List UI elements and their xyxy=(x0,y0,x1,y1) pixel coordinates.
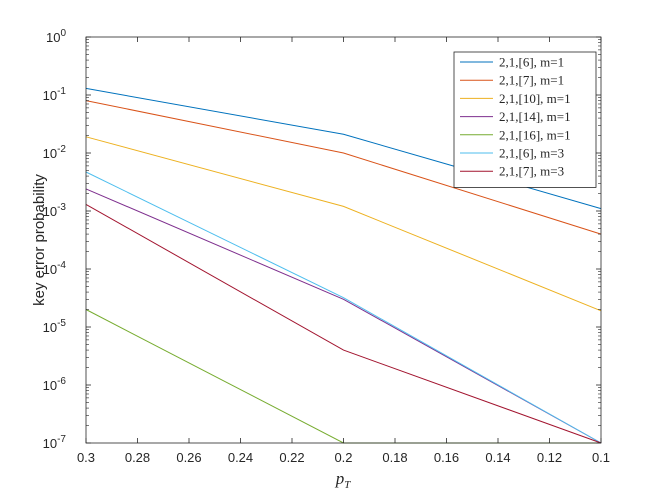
x-tick-label: 0.12 xyxy=(537,450,562,465)
series-line-2 xyxy=(85,100,602,235)
x-axis-label-main: p xyxy=(335,469,345,488)
y-tick-label-exponent: 0 xyxy=(60,28,66,39)
x-tick-label: 0.28 xyxy=(125,450,150,465)
x-tick-label: 0.22 xyxy=(279,450,304,465)
y-tick-label: 10-2 xyxy=(43,144,67,161)
legend-label-3: 2,1,[10], m=1 xyxy=(499,91,571,106)
legend: 2,1,[6], m=1 2,1,[7], m=1 2,1,[10], m=1 2,1… xyxy=(453,51,597,188)
y-tick-label: 10-6 xyxy=(43,376,67,393)
series-layer xyxy=(85,87,602,444)
legend-label-4: 2,1,[14], m=1 xyxy=(499,109,571,124)
y-tick-label-exponent: -7 xyxy=(57,434,66,445)
x-tick-label: 0.26 xyxy=(176,450,201,465)
y-tick-label: 10-5 xyxy=(43,318,67,335)
x-tick-label: 0.14 xyxy=(485,450,510,465)
y-tick-label: 100 xyxy=(46,28,66,45)
legend-label-2: 2,1,[7], m=1 xyxy=(499,73,564,88)
y-tick-label: 10-7 xyxy=(43,434,67,451)
axes-layer: 0.3 0.28 0.26 0.24 0.22 0.2 0.18 0.16 0.14 0.12 0.… xyxy=(43,28,610,465)
y-axis-label: key error probability xyxy=(31,174,48,306)
legend-label-1: 2,1,[6], m=1 xyxy=(499,55,564,70)
y-tick-label-exponent: -2 xyxy=(57,144,66,155)
y-tick-label-exponent: -6 xyxy=(57,376,66,387)
x-tick-label: 0.2 xyxy=(334,450,352,465)
legend-label-6: 2,1,[6], m=3 xyxy=(499,146,564,161)
x-tick-label: 0.24 xyxy=(228,450,253,465)
legend-box xyxy=(453,51,597,188)
y-tick-label-exponent: -1 xyxy=(57,86,66,97)
x-axis-label: pT xyxy=(335,469,352,491)
legend-label-7: 2,1,[7], m=3 xyxy=(499,164,564,179)
y-tick-label-exponent: -4 xyxy=(57,260,66,271)
x-axis-label-sub: T xyxy=(344,479,351,491)
x-tick-label: 0.18 xyxy=(382,450,407,465)
x-tick-label: 0.3 xyxy=(77,450,95,465)
series-line-3 xyxy=(85,136,602,312)
x-tick-label: 0.1 xyxy=(592,450,610,465)
legend-label-5: 2,1,[16], m=1 xyxy=(499,127,571,142)
series-line-6 xyxy=(85,171,602,444)
y-tick-label-exponent: -3 xyxy=(57,202,66,213)
y-tick-label: 10-1 xyxy=(43,86,67,103)
series-line-7 xyxy=(85,203,602,444)
x-tick-label: 0.16 xyxy=(434,450,459,465)
y-tick-label-exponent: -5 xyxy=(57,318,66,329)
